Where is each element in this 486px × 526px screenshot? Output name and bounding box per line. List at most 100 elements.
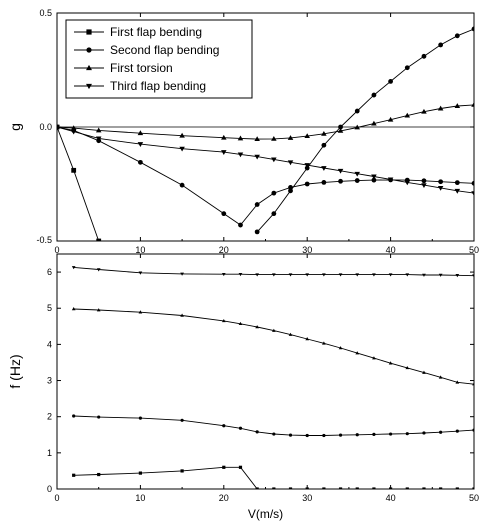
data-point [354,124,360,130]
data-point [305,433,309,438]
data-point [237,135,244,141]
data-point [137,142,144,147]
data-point [70,129,77,135]
data-point [422,273,426,277]
data-point [471,26,474,32]
data-point [238,321,243,326]
data-point [71,266,76,270]
data-point [472,382,474,386]
data-point [338,433,343,437]
series-line-3 [73,308,474,385]
series-line-4 [57,126,474,194]
legend-marker [86,47,92,53]
x-tick-label: 20 [219,493,229,503]
data-point [95,136,102,142]
data-point [421,108,427,114]
data-point [305,273,310,277]
data-point [254,136,260,142]
data-point [405,273,410,277]
top-chart-panel: 0 10 20 30 40 50 0.5 0.0 -0.5 g First flap bending… [7,8,479,255]
data-point [355,433,359,437]
data-point [438,375,443,379]
data-point [321,130,327,136]
data-point [338,178,343,184]
data-point [304,165,310,171]
series-line-1 [57,126,100,241]
y-tick-label: 0.5 [39,8,52,18]
data-point [354,178,360,183]
data-point [388,273,393,277]
data-point [272,328,276,332]
data-point [455,274,460,278]
data-point [95,127,102,133]
x-tick-label: 20 [219,245,229,255]
legend-entry: Second flap bending [110,43,219,57]
data-point [179,182,185,188]
legend-marker [86,29,92,35]
data-point [322,433,326,438]
data-point [271,211,277,217]
data-point [179,146,185,152]
data-point [179,132,185,138]
data-point [321,180,327,185]
series-line-5 [256,28,474,233]
data-point [238,426,243,430]
data-point [288,487,293,489]
series-group [71,266,474,489]
data-point [72,414,76,418]
data-point [439,487,443,489]
y-tick-label: 5 [47,303,52,313]
data-point [354,108,360,114]
data-point [322,487,326,489]
data-point [272,432,276,436]
data-point [321,166,327,171]
data-point [272,273,276,277]
y-tick-label: 4 [47,339,52,349]
data-point [96,268,101,272]
data-point [438,42,444,48]
data-point [387,177,394,183]
data-point [222,424,226,428]
data-point [405,365,410,370]
data-point [138,310,143,314]
data-point [70,125,77,131]
data-point [271,190,277,196]
data-point [454,33,460,39]
series-line-1 [73,466,474,489]
y-tick-label: 3 [47,376,52,386]
data-point [337,127,344,133]
data-point [238,465,243,469]
data-point [254,202,260,207]
data-point [371,174,377,180]
x-tick-label: 40 [386,493,396,503]
data-point [305,337,310,341]
y-tick-label: 2 [47,412,52,422]
data-point [57,125,60,130]
data-point [455,380,460,384]
data-point [454,188,461,194]
x-tick-label: 30 [302,245,312,255]
data-point [421,53,427,59]
x-tick-label: 0 [54,245,59,255]
data-point [389,432,393,436]
data-point [271,135,277,141]
data-point [471,191,474,196]
data-point [288,332,293,336]
data-point [272,487,276,489]
legend-marker [86,64,92,71]
data-point [422,370,426,374]
data-point [438,273,443,277]
data-point [437,105,444,111]
data-point [71,307,76,311]
x-tick-label: 40 [386,245,396,255]
x-axis-label: V(m/s) [248,507,283,521]
data-point [354,171,360,177]
data-point [71,167,77,173]
data-point [421,183,427,189]
data-point [337,168,344,174]
data-point [304,163,310,168]
data-point [255,273,259,277]
data-point [405,432,409,436]
series-line-3 [57,104,474,140]
data-point [238,222,243,228]
